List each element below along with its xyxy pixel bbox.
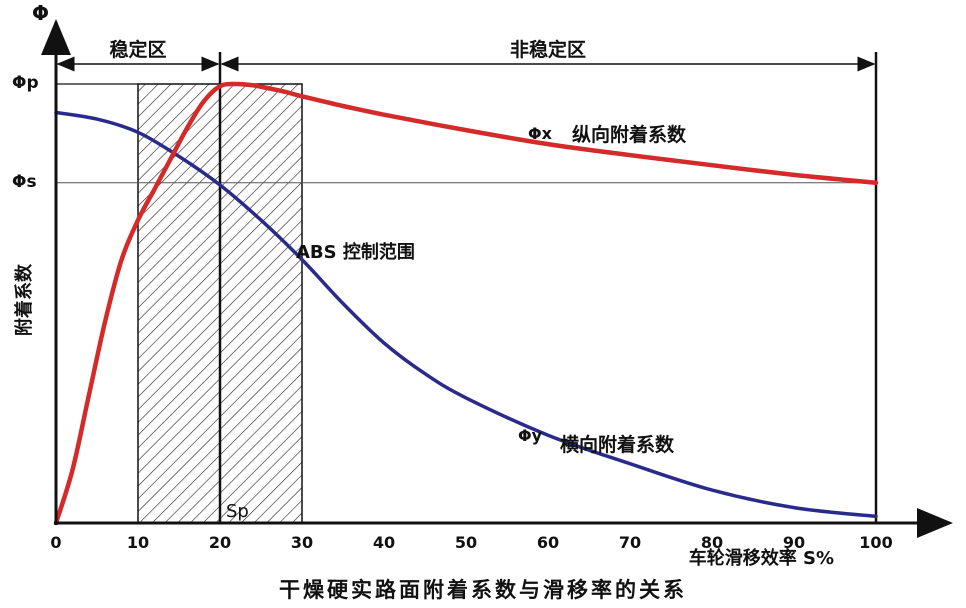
abs-control-range-label: ABS 控制范围 (296, 241, 415, 263)
x-tick-label: 70 (619, 533, 641, 552)
figure-caption: 干燥硬实路面附着系数与滑移率的关系 (279, 578, 687, 602)
adhesion-slip-chart: 稳定区 非稳定区 Φ Φp Φs 附着系数 车轮滑移效率 S% 0 10 20 30 4… (12, 1, 953, 569)
x-tick-label: 80 (701, 533, 723, 552)
series-lateral-symbol: Φy (518, 426, 543, 445)
series-lateral-curve (54, 110, 878, 519)
y-axis-label: 附着系数 (13, 263, 35, 336)
x-tick-label: 10 (127, 533, 149, 552)
x-tick-label: 0 (50, 533, 61, 552)
x-tick-label: 20 (209, 533, 231, 552)
x-tick-label: 40 (373, 533, 395, 552)
phi-s-label: Φs (12, 172, 37, 192)
phi-p-label: Φp (12, 73, 39, 93)
series-longitudinal-curve (53, 81, 879, 526)
series-longitudinal-symbol: Φx (528, 124, 553, 143)
unstable-region-label: 非稳定区 (510, 38, 586, 61)
x-tick-label: 50 (455, 533, 477, 552)
stable-region-label: 稳定区 (109, 38, 166, 61)
x-axis-label: 车轮滑移效率 S% (689, 547, 834, 569)
sp-label: Sp (226, 501, 249, 522)
y-axis-symbol: Φ (32, 1, 49, 25)
x-tick-label: 100 (859, 533, 892, 552)
x-tick-labels: 0 10 20 30 40 50 60 70 80 90 100 (50, 533, 892, 552)
x-tick-label: 60 (537, 533, 559, 552)
x-tick-label: 90 (783, 533, 805, 552)
series-longitudinal-label: 纵向附着系数 (572, 123, 687, 146)
series-lateral-label: 横向附着系数 (560, 433, 675, 456)
x-tick-label: 30 (291, 533, 313, 552)
